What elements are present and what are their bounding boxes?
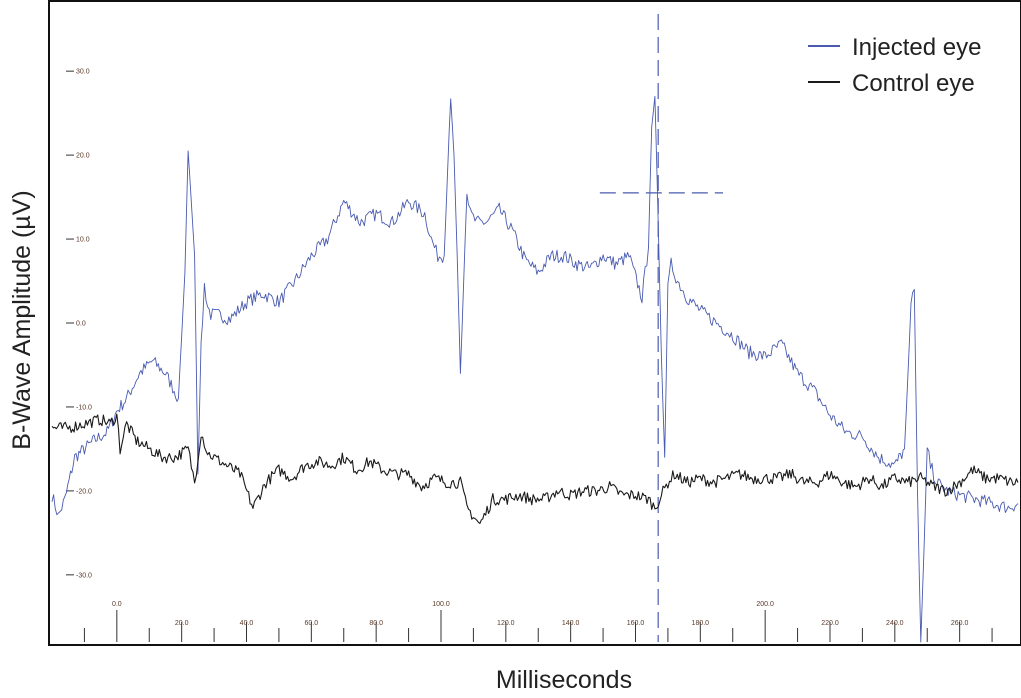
legend: Injected eye Control eye xyxy=(808,34,981,97)
x-tick-label: 220.0 xyxy=(821,620,839,627)
y-tick-label: 0.0 xyxy=(76,321,86,328)
y-tick-label: -10.0 xyxy=(76,404,92,411)
y-tick-label: -30.0 xyxy=(76,572,92,579)
y-axis-title: B-Wave Amplitude (µV) xyxy=(8,190,36,449)
annotations xyxy=(599,14,724,642)
legend-label-injected-eye: Injected eye xyxy=(852,34,981,61)
x-tick-label: 160.0 xyxy=(627,620,645,627)
x-tick-label: 240.0 xyxy=(886,620,904,627)
x-tick-label: 180.0 xyxy=(692,620,710,627)
y-axis-ticks: 30.0 20.0 10.0 0.0 -10.0 -20.0 -30.0 xyxy=(66,69,92,579)
series-line-injected-eye xyxy=(51,95,1019,643)
x-tick-label: 260.0 xyxy=(951,620,969,627)
x-tick-label: 0.0 xyxy=(112,601,122,608)
x-tick-label: 140.0 xyxy=(562,620,580,627)
x-tick-label: 120.0 xyxy=(497,620,515,627)
series-group xyxy=(51,95,1019,643)
y-tick-label: 30.0 xyxy=(76,69,90,76)
series-line-control-eye xyxy=(51,413,1019,524)
x-tick-label: 40.0 xyxy=(240,620,254,627)
legend-label-control-eye: Control eye xyxy=(852,70,975,97)
x-axis-ticks: 0.0 20.0 40.0 60.0 80.0 100.0 120.0 140.0 160.0 1… xyxy=(83,601,993,642)
x-tick-label: 80.0 xyxy=(369,620,383,627)
y-tick-label: 10.0 xyxy=(76,237,90,244)
x-tick-label: 20.0 xyxy=(175,620,189,627)
x-tick-label: 200.0 xyxy=(756,601,774,608)
x-tick-label: 60.0 xyxy=(305,620,319,627)
y-tick-label: -20.0 xyxy=(76,488,92,495)
plot-frame xyxy=(48,0,1021,646)
y-tick-label: 20.0 xyxy=(76,153,90,160)
x-axis-title: Milliseconds xyxy=(496,666,632,694)
x-tick-label: 100.0 xyxy=(432,601,450,608)
